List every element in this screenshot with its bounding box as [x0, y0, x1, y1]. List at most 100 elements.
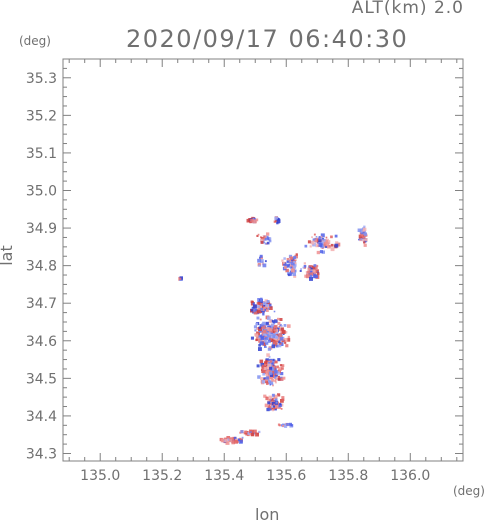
data-point — [360, 234, 363, 237]
data-point — [234, 439, 238, 444]
data-point — [278, 403, 282, 407]
data-point — [261, 380, 266, 384]
data-point — [269, 237, 272, 240]
data-point — [293, 274, 297, 278]
data-point — [274, 337, 278, 341]
data-point — [287, 265, 289, 267]
data-point — [256, 364, 260, 368]
data-point — [271, 359, 276, 364]
data-point — [316, 272, 320, 275]
data-point — [279, 364, 283, 367]
data-point — [226, 436, 231, 440]
data-point — [277, 405, 280, 408]
data-point — [269, 406, 272, 409]
data-point — [220, 438, 225, 443]
data-point — [293, 265, 297, 269]
data-point — [239, 431, 242, 434]
data-point — [256, 316, 260, 320]
data-point — [286, 337, 291, 342]
data-point — [269, 381, 274, 385]
data-point — [363, 241, 366, 244]
data-point — [270, 367, 274, 371]
data-point — [255, 218, 259, 222]
data-point — [276, 219, 281, 223]
data-point — [273, 340, 277, 345]
data-point — [260, 307, 263, 311]
data-point — [284, 341, 287, 344]
data-point — [263, 305, 266, 307]
data-point — [282, 336, 285, 339]
data-point — [289, 256, 293, 260]
data-point — [289, 273, 292, 276]
data-point — [263, 377, 266, 380]
data-point — [265, 327, 270, 331]
data-point — [276, 371, 281, 375]
data-point — [225, 440, 230, 445]
data-point — [311, 268, 313, 270]
data-point — [285, 268, 289, 273]
data-point — [266, 366, 270, 370]
data-point — [279, 318, 283, 321]
y-tick-label: 34.5 — [26, 371, 57, 387]
data-point — [259, 341, 264, 346]
data-point — [267, 335, 270, 338]
data-point — [274, 370, 278, 374]
data-point — [260, 241, 264, 244]
data-point — [315, 269, 319, 274]
data-point — [254, 333, 259, 337]
data-point — [253, 429, 257, 434]
data-point — [271, 405, 273, 408]
data-point — [258, 347, 262, 351]
data-point — [277, 336, 281, 340]
axis-ticks: 135.0 135.2 135.4 135.6 135.8 136.0 34.3 34.4 34… — [26, 58, 463, 484]
data-point — [233, 436, 237, 440]
data-point — [231, 440, 235, 445]
data-point — [263, 306, 267, 309]
data-point — [281, 259, 284, 262]
data-point — [272, 384, 274, 387]
data-point — [275, 374, 278, 378]
data-point — [313, 233, 316, 236]
data-point — [283, 262, 287, 266]
data-point — [328, 245, 331, 248]
data-point — [302, 266, 305, 269]
data-point — [294, 262, 297, 265]
data-point — [265, 396, 269, 401]
data-point — [318, 242, 321, 244]
data-point — [318, 236, 322, 240]
data-point — [303, 265, 307, 268]
data-point — [256, 305, 260, 309]
data-point — [289, 260, 292, 263]
data-point — [262, 342, 267, 346]
data-point — [357, 228, 362, 232]
plot-frame — [62, 58, 464, 462]
data-point — [283, 324, 287, 327]
data-point — [266, 382, 269, 385]
data-point — [264, 337, 268, 341]
data-point — [310, 272, 314, 276]
data-point — [237, 438, 241, 442]
data-point — [255, 309, 259, 312]
x-tick-label: 135.6 — [266, 468, 306, 484]
data-point — [265, 346, 267, 348]
data-point — [268, 362, 271, 365]
data-point — [258, 344, 261, 347]
data-point — [279, 342, 284, 346]
data-point — [309, 245, 312, 248]
data-point — [256, 234, 259, 237]
data-point — [267, 339, 271, 343]
data-point — [291, 266, 295, 270]
data-point — [248, 431, 252, 436]
data-point — [274, 378, 277, 381]
data-point — [262, 379, 265, 381]
data-point — [272, 332, 276, 336]
data-point — [274, 368, 277, 371]
data-point — [321, 250, 325, 254]
data-point — [262, 329, 267, 334]
data-point — [268, 319, 272, 324]
data-point — [317, 242, 319, 244]
data-point — [252, 219, 256, 224]
data-point — [277, 423, 281, 426]
data-point — [278, 325, 281, 328]
data-point — [282, 376, 286, 380]
